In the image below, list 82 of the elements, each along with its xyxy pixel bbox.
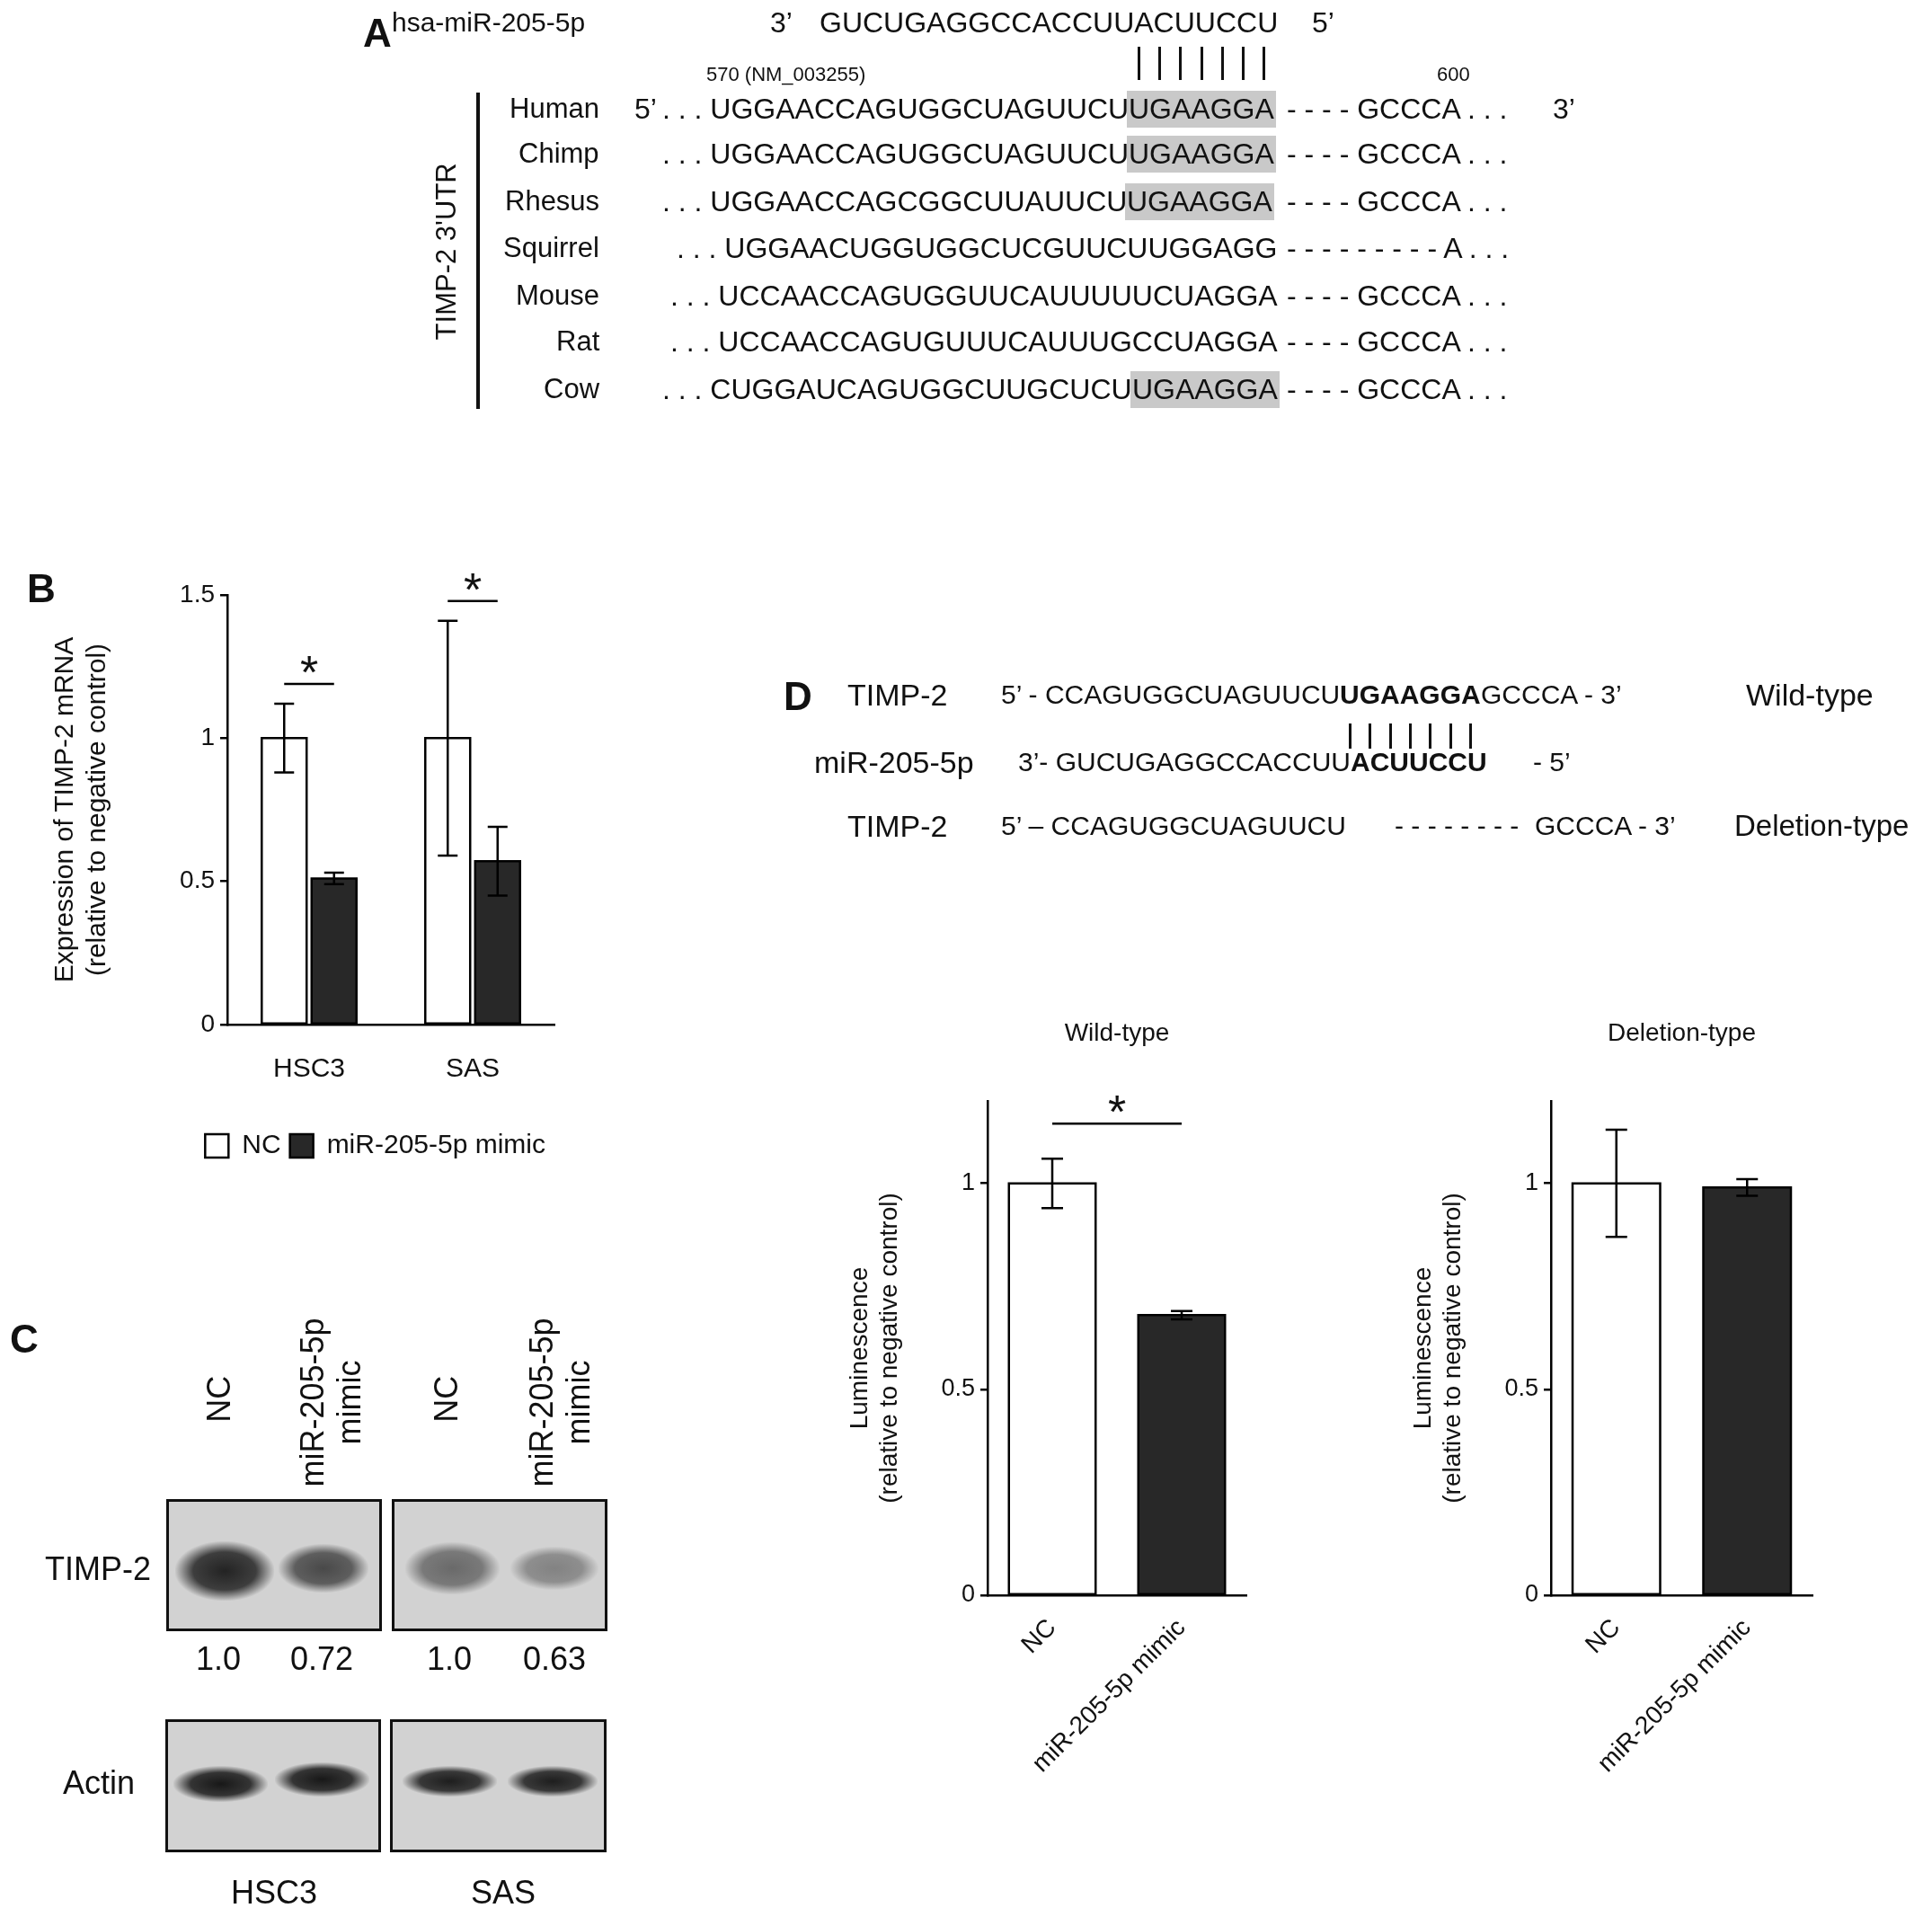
text: Rat: [556, 325, 600, 358]
text: miR-205-5p: [814, 744, 974, 780]
y-tick-label: 1: [961, 1168, 975, 1196]
text: UGAAGGA: [1340, 679, 1481, 710]
text: miR-205-5p mimic: [293, 1317, 368, 1487]
text: Wild-type: [1746, 677, 1874, 713]
text: 0.63: [523, 1639, 587, 1677]
text: HSC3: [231, 1873, 318, 1911]
text: . . . UGGAACCAGCGGCUUAUUCU: [662, 184, 1128, 218]
chart-title: Wild-type: [1064, 1017, 1170, 1046]
text: TIMP-2: [45, 1549, 152, 1587]
y-axis-title: Luminescence (relative to negative control): [844, 1193, 903, 1504]
text: 3’: [1553, 92, 1575, 126]
text: - - - - GCCCA . . .: [1287, 372, 1508, 406]
text: - - - - GCCCA . . .: [1287, 279, 1508, 313]
text: - - - - GCCCA . . .: [1287, 324, 1508, 359]
x-tick-label: NC: [1579, 1612, 1626, 1659]
text: GCCCA - 3’: [1481, 679, 1622, 710]
text: 1.0: [196, 1639, 242, 1677]
text: ACUUCCU: [1351, 746, 1487, 777]
text: 600: [1437, 62, 1470, 85]
y-tick-label: 0.5: [1504, 1374, 1538, 1402]
text: - - - - GCCCA . . .: [1287, 184, 1508, 218]
text: Chimp: [518, 138, 599, 170]
text: 1.0: [427, 1639, 473, 1677]
chart-title: Deletion-type: [1608, 1017, 1756, 1046]
text: B: [27, 565, 56, 612]
text: . . . CUGGAUCAGUGGCUUGCUCU: [662, 372, 1132, 406]
x-tick-label: NC: [1015, 1612, 1061, 1659]
text: . . . UCCAACCAGUGGUUCAUUUUUCUAGGA: [670, 279, 1278, 313]
text: 5’: [1312, 5, 1334, 40]
text: Deletion-type: [1734, 809, 1910, 843]
text: Actin: [63, 1763, 136, 1801]
y-tick-label: 0.5: [180, 865, 215, 894]
text: hsa-miR-205-5p: [392, 6, 586, 38]
text: 5’ - CCAGUGGCUAGUUCU: [1001, 679, 1341, 710]
text: NC: [428, 1375, 465, 1423]
y-tick-label: 1.5: [180, 579, 215, 608]
annotation: *: [1107, 1086, 1127, 1139]
text: TIMP-2: [847, 808, 948, 844]
text: . . . UGGAACCAGUGGCUAGUUCU: [662, 137, 1130, 171]
text: 0.72: [290, 1639, 354, 1677]
text: 5’: [634, 92, 657, 126]
text: 570 (NM_003255): [706, 62, 866, 85]
text: . . . UGGAACUGGUGGCUCGUUCUUGGAGG: [677, 231, 1278, 265]
legend-label: NC: [242, 1129, 281, 1159]
text: Rhesus: [505, 185, 600, 217]
text: miR-205-5p mimic: [522, 1317, 598, 1487]
text: Human: [510, 93, 599, 125]
text: TIMP-2 3'UTR: [430, 163, 462, 341]
y-tick-label: 0: [961, 1580, 975, 1608]
text: GUCUGAGGCCACCUUACUUCCU: [820, 5, 1279, 40]
text: Mouse: [516, 280, 600, 312]
y-tick-label: 1: [200, 723, 215, 751]
text: . . . UCCAACCAGUGUUUCAUUUGCCUAGGA: [670, 324, 1278, 359]
text: A: [363, 10, 392, 57]
text: 3’: [770, 5, 793, 40]
text: - - - - - - - -: [1395, 810, 1520, 841]
text: - - - - - - - - - A . . .: [1287, 231, 1510, 265]
text: C: [10, 1316, 39, 1362]
text: 3’- GUCUGAGGCCACCUU: [1018, 746, 1352, 777]
text: NC: [200, 1375, 238, 1423]
y-tick-label: 0: [1524, 1580, 1538, 1608]
text: GCCCA - 3’: [1535, 810, 1676, 841]
legend-label: miR-205-5p mimic: [326, 1129, 546, 1159]
text: . . . UGGAACCAGUGGCUAGUUCU: [662, 92, 1130, 126]
text: Cow: [544, 373, 600, 405]
annotation: *: [299, 646, 319, 699]
text: TIMP-2: [847, 677, 948, 713]
text: SAS: [471, 1873, 536, 1911]
y-tick-label: 0: [200, 1008, 215, 1037]
y-tick-label: 0.5: [941, 1374, 975, 1402]
y-axis-title: Expression of TIMP-2 mRNA (relative to negative control): [49, 636, 111, 983]
text: - - - - GCCCA . . .: [1287, 137, 1508, 171]
text: Squirrel: [503, 232, 599, 264]
y-axis-title: Luminescence (relative to negative control): [1407, 1193, 1467, 1504]
text: - - - - GCCCA . . .: [1287, 92, 1508, 126]
text: 5’ – CCAGUGGCUAGUUCU: [1001, 810, 1346, 841]
text: - 5’: [1533, 746, 1571, 777]
annotation: *: [463, 563, 483, 616]
text: D: [784, 673, 812, 720]
y-tick-label: 1: [1524, 1168, 1538, 1196]
